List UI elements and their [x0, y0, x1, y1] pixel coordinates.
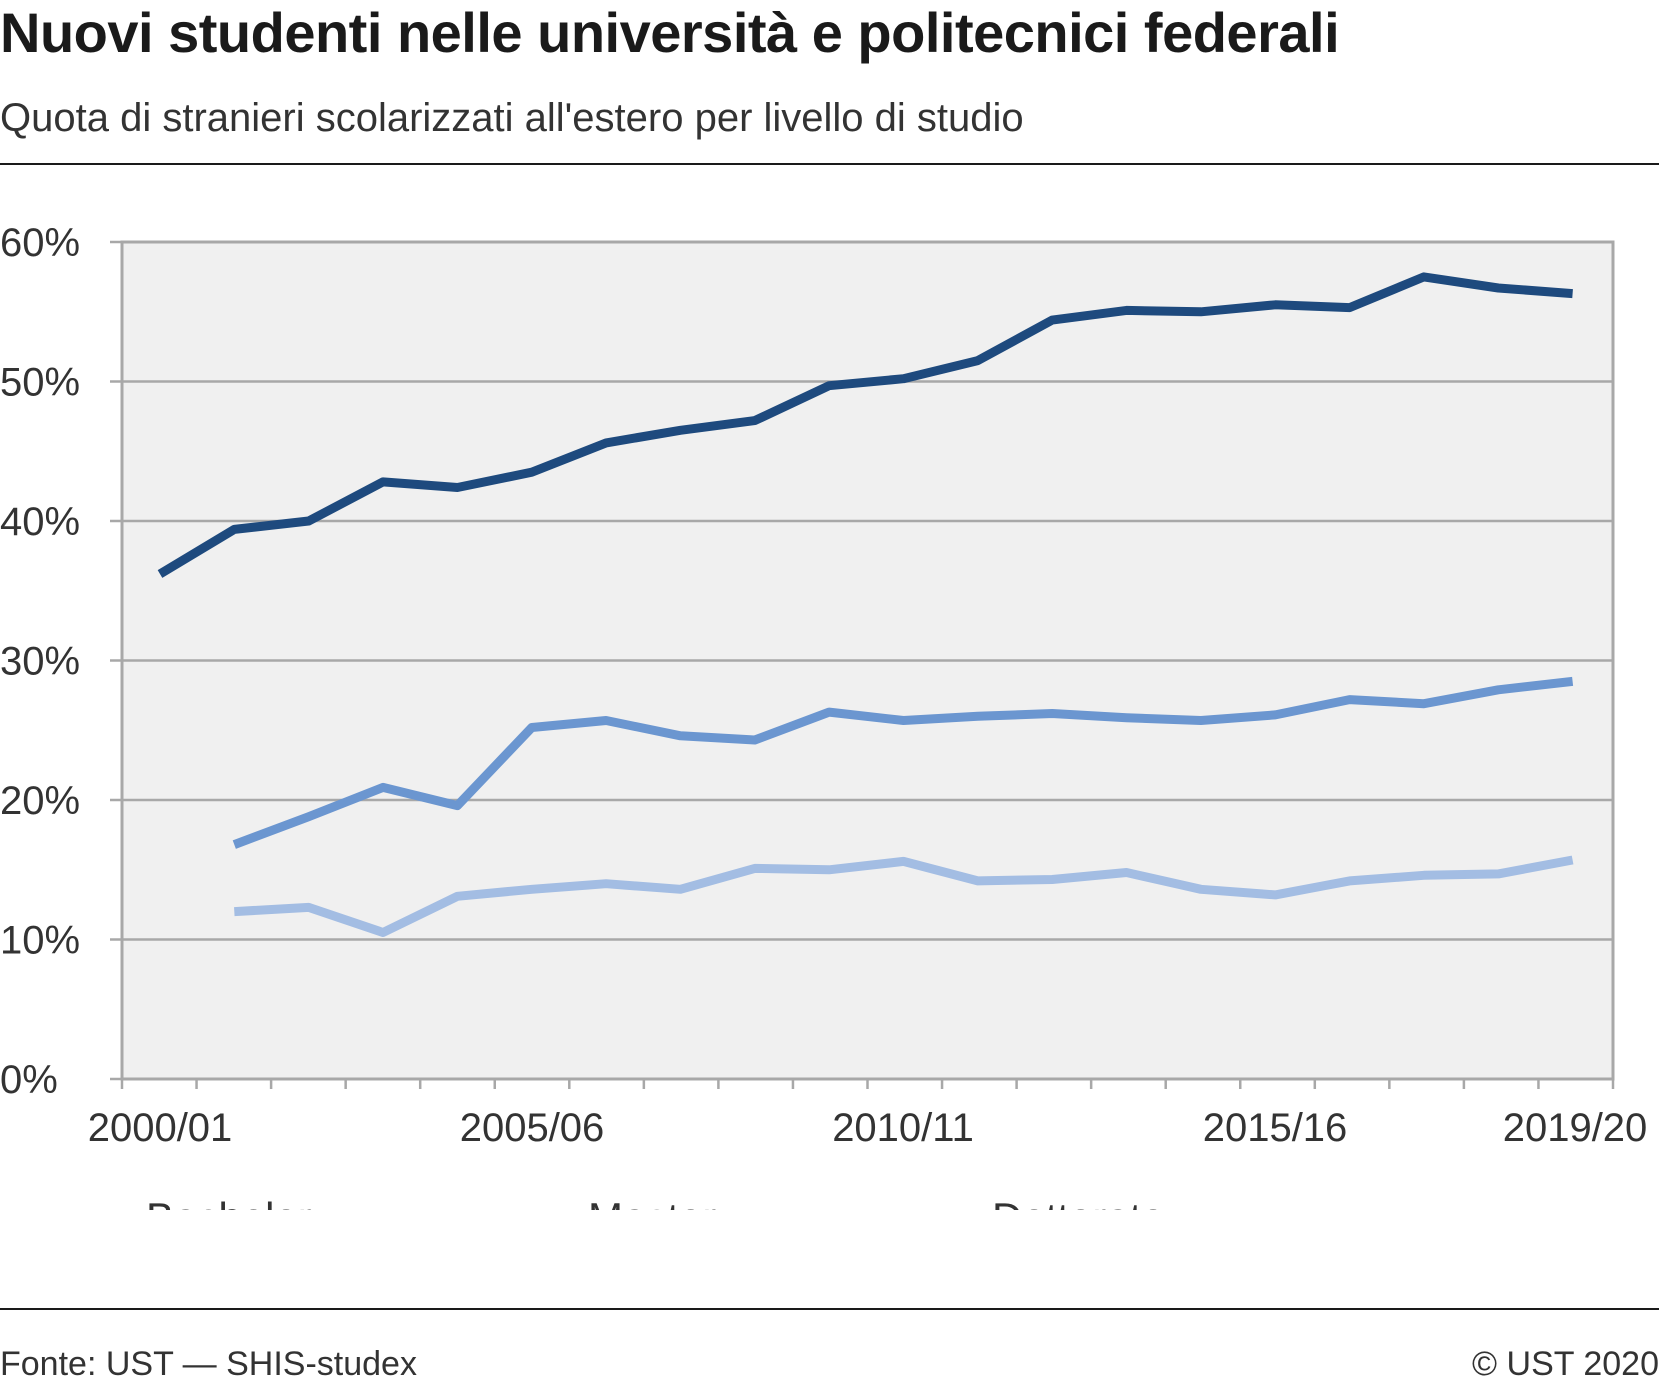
copyright-note: © UST 2020 — [1472, 1345, 1659, 1383]
x-axis: 2000/01 2005/06 2010/11 2015/16 2019/20 — [88, 1079, 1648, 1150]
y-tick-label: 30% — [0, 640, 80, 684]
y-tick-label: 50% — [0, 361, 80, 405]
legend-label-bachelor: Bachelor — [146, 1194, 312, 1210]
y-tick-label: 60% — [0, 221, 80, 265]
chart-title: Nuovi studenti nelle università e polite… — [0, 1, 1340, 64]
chart-subtitle: Quota di stranieri scolarizzati all'este… — [0, 96, 1024, 140]
legend: Bachelor Master Dottorato — [146, 1194, 1165, 1210]
series-line-master — [232, 676, 1574, 849]
x-tick-label: 2019/20 — [1503, 1106, 1648, 1150]
y-tick-label: 0% — [0, 1058, 58, 1102]
y-axis: 0% 10% 20% 30% 40% 50% 60% — [0, 221, 80, 1102]
footer-divider — [0, 1308, 1659, 1310]
x-tick-label: 2015/16 — [1203, 1106, 1348, 1150]
series-lines — [157, 272, 1574, 937]
header-divider — [0, 163, 1659, 165]
x-tick-label: 2005/06 — [460, 1106, 605, 1150]
source-note: Fonte: UST — SHIS-studex — [0, 1345, 417, 1383]
x-tick-label: 2000/01 — [88, 1106, 233, 1150]
y-tick-label: 40% — [0, 500, 80, 544]
y-tick-label: 20% — [0, 779, 80, 823]
line-chart: 0% 10% 20% 30% 40% 50% 60% 2000/01 2005/06 2010/… — [0, 221, 1648, 1210]
plot-border — [120, 240, 1615, 1081]
series-line-dottorato — [157, 272, 1573, 578]
series-line-bachelor — [234, 855, 1574, 937]
x-tick-label: 2010/11 — [832, 1106, 974, 1150]
legend-label-dottorato: Dottorato — [992, 1194, 1165, 1210]
y-tick-label: 10% — [0, 919, 80, 963]
legend-label-master: Master — [588, 1194, 716, 1210]
